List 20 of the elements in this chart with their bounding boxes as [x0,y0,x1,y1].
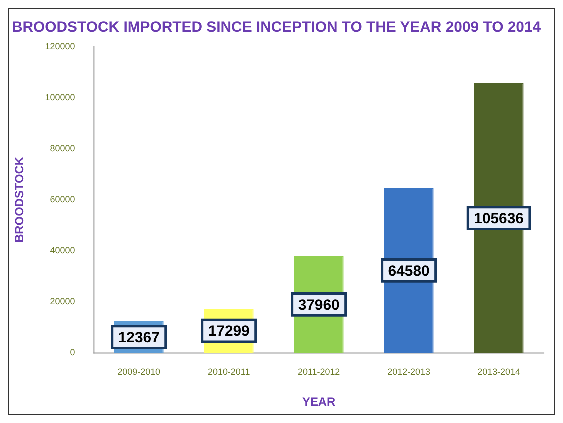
y-tick-label: 20000 [50,296,76,307]
data-label: 12367 [118,329,160,346]
data-label: 64580 [388,262,430,280]
data-label: 105636 [474,210,524,228]
x-tick-label: 2012-2013 [388,366,430,377]
y-tick-label: 120000 [45,41,76,52]
chart-title: BROODSTOCK IMPORTED SINCE INCEPTION TO THE YEAR 2009 TO 2014 [12,19,542,36]
data-label: 17299 [208,323,250,340]
y-tick-label: 80000 [50,143,76,154]
x-tick-label: 2010-2011 [208,366,250,377]
y-axis-title: BROODSTOCK [12,156,26,243]
x-tick-label: 2009-2010 [118,366,161,377]
y-tick-label: 40000 [50,245,76,256]
data-label: 37960 [298,296,340,314]
x-tick-label: 2011-2012 [298,366,340,377]
x-axis-title: YEAR [302,395,336,410]
x-tick-label: 2013-2014 [478,366,520,377]
y-tick-label: 100000 [45,92,76,102]
y-tick-label: 60000 [50,194,76,204]
y-tick-label: 0 [70,348,76,358]
